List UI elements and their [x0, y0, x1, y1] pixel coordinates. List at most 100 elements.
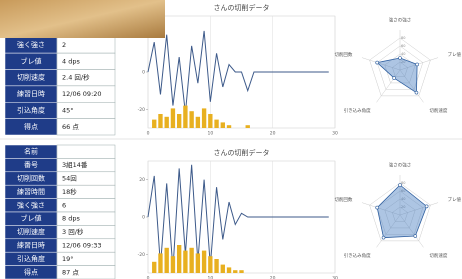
y-tick-label: -20 — [138, 252, 145, 258]
value-text: 4 dps — [62, 57, 80, 65]
value-text: 18秒 — [62, 187, 77, 196]
value-text: 3組14番 — [62, 160, 88, 169]
value-text: 2.4 回/秒 — [62, 73, 90, 82]
level-bar — [227, 267, 231, 273]
value-text: 19° — [62, 255, 74, 263]
level-bar — [208, 256, 212, 273]
level-bar — [196, 253, 200, 273]
x-tick-label: 10 — [207, 276, 213, 279]
radar-point — [399, 57, 402, 60]
label-text: 切削回数 — [17, 174, 45, 183]
label-text: 切削速度 — [17, 73, 45, 82]
value-text: 3 回/秒 — [62, 227, 84, 236]
level-bar — [189, 248, 193, 273]
radar-area — [377, 185, 426, 238]
radar-area — [377, 58, 417, 93]
value-text: 87 点 — [62, 268, 79, 276]
y-tick-label: 20 — [139, 177, 145, 183]
radar-point — [382, 236, 385, 239]
level-bar — [171, 256, 175, 273]
y-tick-label: 0 — [142, 70, 145, 76]
radar-point — [425, 205, 428, 208]
chart-title: さんの切削データ — [214, 148, 270, 157]
value-cell — [57, 145, 115, 158]
level-bar — [152, 120, 156, 128]
level-bar — [227, 125, 231, 128]
radar-axis-label: 切削回数 — [334, 51, 352, 58]
level-bar — [214, 120, 218, 128]
level-bar — [239, 270, 243, 273]
y-tick-label: -20 — [138, 107, 145, 113]
chart-title: さんの切削データ — [214, 3, 270, 12]
label-text: 強く強さ — [17, 201, 45, 209]
label-text: 名前 — [24, 147, 38, 156]
label-text: ブレ値 — [21, 56, 42, 65]
label-text: 引込角度 — [17, 254, 45, 263]
level-bar — [177, 114, 181, 128]
level-bar — [221, 265, 225, 273]
x-tick-label: 30 — [332, 276, 338, 279]
value-text: 66 点 — [62, 123, 79, 131]
label-text: 練習日時 — [17, 89, 45, 98]
radar-tick-label: 60 — [401, 44, 405, 48]
level-bar — [171, 108, 175, 128]
value-text: 45° — [62, 106, 74, 114]
label-text: 得点 — [24, 267, 38, 276]
radar-axis-label: 強さの強さ — [389, 162, 412, 169]
level-bar — [214, 259, 218, 273]
value-text: 54回 — [62, 175, 77, 183]
label-text: 番号 — [24, 161, 38, 169]
x-tick-label: 0 — [147, 276, 150, 279]
photo-overlay — [0, 0, 165, 38]
label-text: 切削速度 — [17, 227, 45, 236]
level-bar — [183, 106, 187, 128]
level-bar — [183, 251, 187, 273]
radar-point — [399, 184, 402, 187]
radar-axis-label: 切削速度 — [429, 107, 447, 114]
label-text: ブレ値 — [21, 214, 42, 223]
wave-line — [148, 165, 329, 270]
radar-point — [376, 206, 379, 209]
x-tick-label: 20 — [270, 276, 276, 279]
label-text: 得点 — [24, 122, 38, 131]
value-text: 8 dps — [62, 215, 80, 223]
label-text: 練習時間 — [17, 187, 45, 196]
value-text: 2 — [62, 41, 66, 49]
label-text: 練習日時 — [17, 241, 45, 250]
y-tick-label: 0 — [142, 215, 145, 221]
level-bar — [177, 245, 181, 273]
radar-point — [415, 91, 418, 94]
radar-point — [414, 235, 417, 238]
x-tick-label: 10 — [207, 131, 213, 137]
radar-tick-label: 80 — [401, 36, 405, 40]
level-bar — [165, 117, 169, 128]
level-bar — [196, 117, 200, 128]
level-bar — [202, 251, 206, 273]
radar-point — [376, 61, 379, 64]
x-tick-label: 0 — [147, 131, 150, 137]
level-bar — [189, 111, 193, 128]
wave-line — [148, 31, 329, 113]
radar-point — [416, 63, 419, 66]
value-text: 12/06 09:33 — [62, 242, 102, 250]
radar-point — [393, 77, 396, 80]
label-text: 強く強さ — [17, 41, 45, 49]
radar-axis-label: ブレ値 — [448, 196, 462, 203]
radar-axis-label: ブレ値 — [448, 51, 462, 58]
level-bar — [158, 114, 162, 128]
radar-axis-label: 切削速度 — [429, 252, 447, 259]
x-tick-label: 30 — [332, 131, 338, 137]
radar-axis-label: 強さの強さ — [389, 17, 412, 24]
value-text: 12/06 09:20 — [62, 90, 102, 98]
screen: 切削回数4回練習時間17秒強く強さ2ブレ値4 dps切削速度2.4 回/秒練習日… — [0, 0, 462, 279]
level-bar — [152, 262, 156, 273]
radar-axis-label: 引き込み角度 — [344, 107, 371, 114]
level-bar — [246, 125, 250, 128]
level-bar — [165, 248, 169, 273]
level-bar — [233, 270, 237, 273]
level-bar — [202, 108, 206, 128]
level-bar — [158, 253, 162, 273]
value-text: 6 — [62, 201, 66, 209]
x-tick-label: 20 — [270, 131, 276, 137]
level-bar — [208, 114, 212, 128]
